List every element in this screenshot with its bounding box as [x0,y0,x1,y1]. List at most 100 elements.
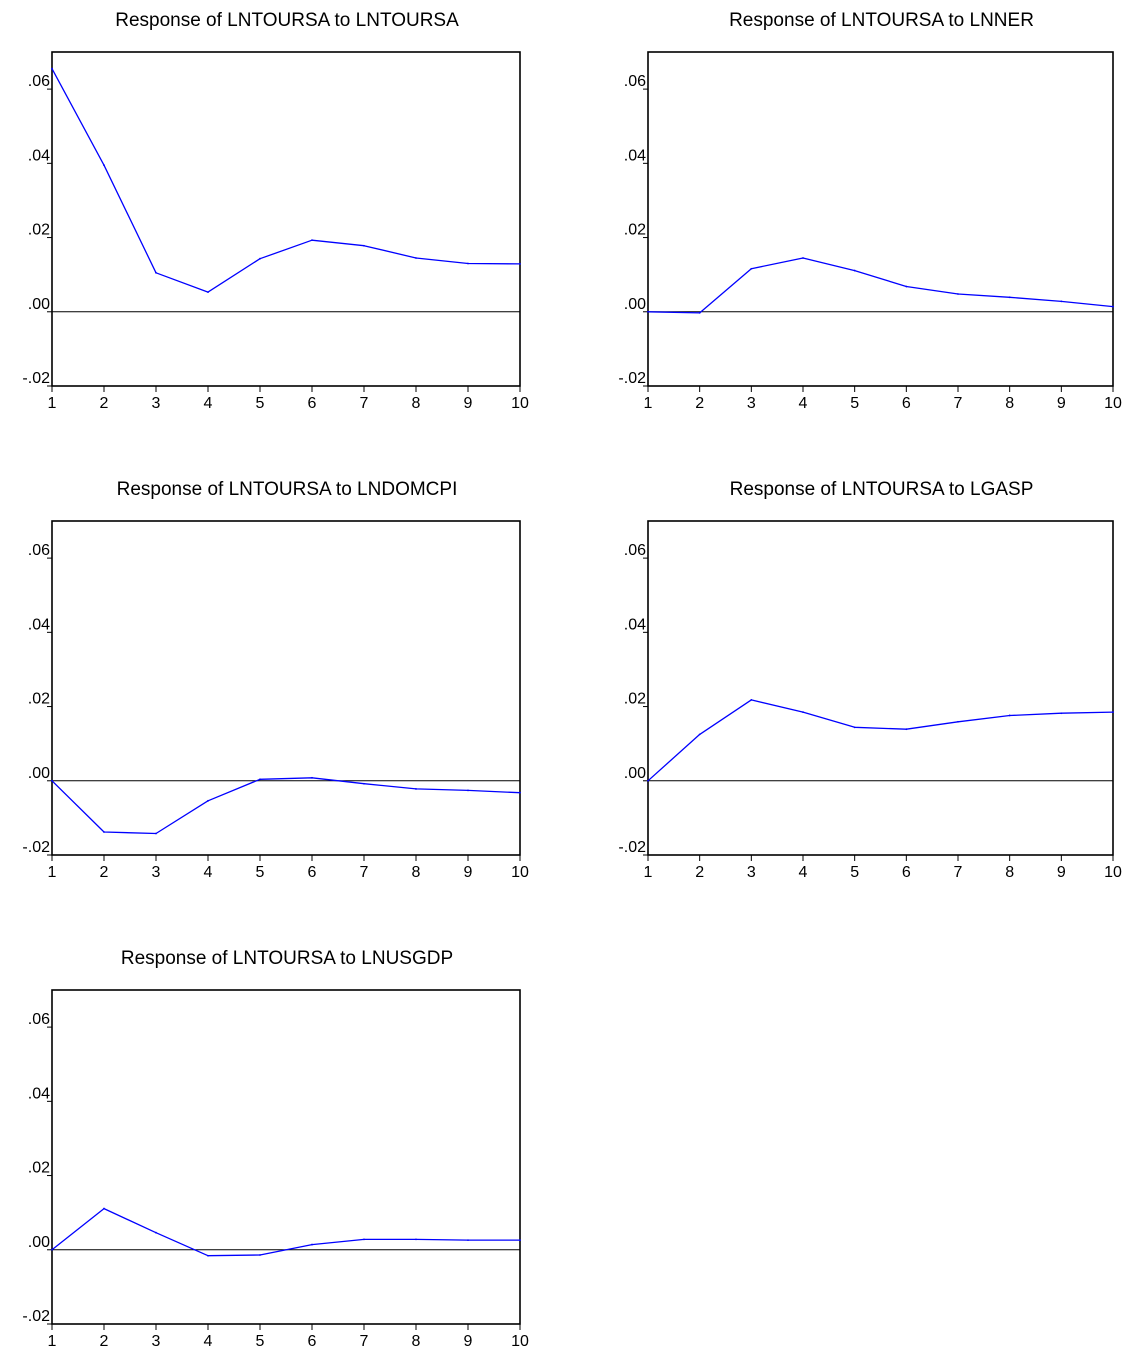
chart-panel-5: Response of LNTOURSA to LNUSGDP .06 .04 .02… [22,948,529,1350]
y-tick-label: .06 [28,1011,50,1028]
response-line [51,68,521,293]
plot-frame [51,51,521,387]
x-tick-label: 2 [100,1333,109,1350]
data-point [155,832,157,835]
data-point [647,310,649,313]
chart-title: Response of LNTOURSA to LNUSGDP [121,948,453,969]
data-point [698,311,701,314]
x-tick-label: 7 [954,395,963,412]
x-tick-label: 7 [954,864,963,881]
x-tick-label: 6 [902,395,911,412]
chart-title: Response of LNTOURSA to LGASP [730,479,1034,500]
data-point [311,1243,313,1246]
data-point [1112,711,1114,714]
plot-frame [647,520,1114,856]
y-tick-label: -.02 [22,370,50,387]
x-tick-label: 2 [695,395,704,412]
data-point [905,285,908,288]
x-tick-label: 8 [412,395,421,412]
data-point [750,698,753,701]
plot-frame [51,989,521,1325]
data-point [51,1248,53,1251]
data-point [415,788,417,790]
y-tick-label: .04 [624,616,646,633]
x-tick-label: 2 [100,864,109,881]
data-point [363,244,365,247]
x-tick-label: 4 [799,864,808,881]
x-tick-label: 8 [1005,395,1014,412]
response-line [647,699,1114,782]
x-tick-label: 4 [204,1333,213,1350]
response-line [51,1207,520,1257]
x-tick-label: 3 [152,1333,161,1350]
y-tick-label: .04 [28,1085,50,1102]
data-point [1112,305,1114,308]
y-tick-label: .02 [28,222,50,239]
data-point [259,778,261,781]
y-tick-label: -.02 [618,370,646,387]
x-tick-label: 6 [902,864,911,881]
x-tick-label: 10 [511,1333,529,1350]
x-tick-label: 3 [152,864,161,881]
x-tick-label: 5 [256,864,265,881]
y-tick-label: .00 [28,765,50,782]
x-tick-label: 10 [511,395,529,412]
data-point [853,726,856,729]
data-point [415,257,417,259]
data-point [155,1231,157,1234]
data-point [467,262,469,265]
y-tick-label: .06 [624,542,646,559]
x-tick-label: 8 [1005,864,1014,881]
y-tick-label: .00 [624,296,646,313]
x-tick-label: 9 [464,1333,473,1350]
x-tick-label: 9 [1057,864,1066,881]
data-point [698,733,701,736]
y-tick-label: .04 [28,147,50,164]
data-point [259,1254,261,1256]
data-point [802,711,804,714]
x-tick-label: 1 [644,864,653,881]
chart-title: Response of LNTOURSA to LNTOURSA [115,10,459,31]
data-point [467,1239,469,1242]
x-tick-label: 4 [799,395,808,412]
x-tick-label: 1 [644,395,653,412]
chart-panel-1: Response of LNTOURSA to LNTOURSA .06 .04 .0… [22,10,529,412]
x-tick-label: 2 [695,864,704,881]
chart-panel-2: Response of LNTOURSA to LNNER .06 .04 .02 .0… [618,10,1122,412]
x-tick-label: 7 [360,1333,369,1350]
x-tick-label: 4 [204,864,213,881]
y-tick-label: .06 [28,542,50,559]
data-point [1008,296,1011,299]
data-point [311,239,313,242]
x-tick-label: 5 [850,864,859,881]
chart-panel-4: Response of LNTOURSA to LGASP .06 .04 .02 .0… [618,479,1122,881]
data-point [519,263,521,265]
x-tick-label: 3 [747,864,756,881]
data-point [51,779,53,782]
data-point [103,831,105,833]
x-tick-label: 3 [747,395,756,412]
response-line [647,257,1114,314]
chart-title: Response of LNTOURSA to LNDOMCPI [117,479,458,500]
data-point [957,293,959,295]
data-point [647,779,649,782]
chart-title: Response of LNTOURSA to LNNER [729,10,1034,31]
data-point [311,776,313,779]
y-tick-label: .02 [28,691,50,708]
x-tick-label: 3 [152,395,161,412]
x-tick-label: 1 [48,395,57,412]
x-tick-label: 6 [308,1333,317,1350]
y-tick-label: .02 [28,1160,50,1177]
x-tick-label: 9 [1057,395,1066,412]
x-tick-label: 9 [464,864,473,881]
response-line [51,777,521,835]
data-point [519,1239,521,1242]
x-tick-label: 6 [308,864,317,881]
chart-panel-3: Response of LNTOURSA to LNDOMCPI .06 .04 .0… [22,479,529,881]
x-tick-label: 8 [412,1333,421,1350]
data-point [957,720,959,723]
panels: Response of LNTOURSA to LNTOURSA .06 .04 .0… [22,10,1122,1350]
data-point [1008,714,1011,717]
data-point [1060,712,1063,715]
y-tick-label: .04 [28,616,50,633]
